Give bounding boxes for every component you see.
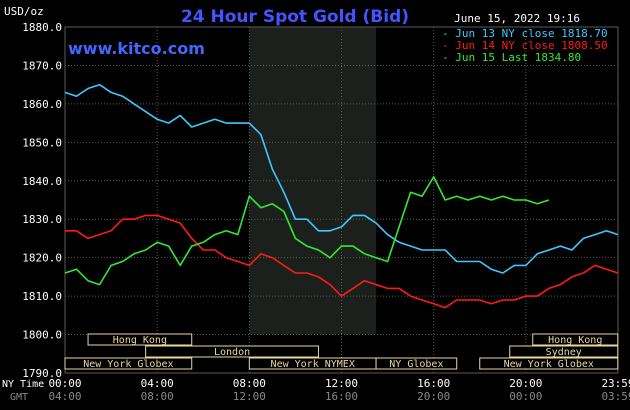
legend-entry: - Jun 13 NY close 1818.70 bbox=[442, 27, 608, 40]
kitco-watermark: www.kitco.com bbox=[68, 39, 205, 58]
session-label: Sydney bbox=[546, 347, 582, 358]
x-tick-label-gmt: 08:00 bbox=[141, 390, 174, 403]
y-tick-label: 1800.0 bbox=[22, 329, 62, 342]
session-bar bbox=[509, 345, 619, 358]
plot-frame bbox=[64, 26, 619, 374]
x-tick-label-gmt: 12:00 bbox=[233, 390, 266, 403]
series-line-1 bbox=[64, 83, 619, 274]
session-bar bbox=[64, 357, 193, 370]
session-label: Hong Kong bbox=[548, 335, 602, 346]
y-tick-label: 1870.0 bbox=[22, 59, 62, 72]
series-line-2 bbox=[65, 214, 619, 309]
session-label: New York NYMEX bbox=[271, 359, 355, 370]
x-tick-label-gmt: 16:00 bbox=[325, 390, 358, 403]
x-tick-label-gmt: 00:00 bbox=[509, 390, 542, 403]
x-tick-label-ny: 20:00 bbox=[509, 377, 542, 390]
x-tick-label-gmt: 20:00 bbox=[417, 390, 450, 403]
y-tick-label: 1820.0 bbox=[22, 252, 62, 265]
shaded-session-region bbox=[249, 27, 377, 335]
x-tick-label-ny: 16:00 bbox=[417, 377, 450, 390]
series-line-3 bbox=[64, 176, 550, 286]
x-tick-label-ny: 12:00 bbox=[325, 377, 358, 390]
x-axis-ny-label: NY Time bbox=[2, 379, 44, 390]
session-label: New York Globex bbox=[83, 359, 173, 370]
x-tick-label-gmt: 03:59 bbox=[601, 390, 630, 403]
x-tick-label-ny: 23:59 bbox=[601, 377, 630, 390]
legend-entry: - Jun 15 Last 1834.80 bbox=[442, 51, 581, 64]
session-bar bbox=[532, 333, 619, 346]
session-label: New York Globex bbox=[504, 359, 594, 370]
session-label: London bbox=[214, 347, 250, 358]
x-tick-label-ny: 00:00 bbox=[48, 377, 81, 390]
x-tick-label-gmt: 04:00 bbox=[48, 390, 81, 403]
y-tick-label: 1860.0 bbox=[22, 98, 62, 111]
y-axis-label: USD/oz bbox=[4, 5, 44, 18]
y-tick-label: 1850.0 bbox=[22, 136, 62, 149]
chart-timestamp: June 15, 2022 19:16 bbox=[454, 12, 580, 25]
y-tick-label: 1880.0 bbox=[22, 21, 62, 34]
y-tick-label: 1810.0 bbox=[22, 290, 62, 303]
session-bar bbox=[479, 357, 619, 370]
session-bar bbox=[87, 333, 193, 346]
session-label: Hong Kong bbox=[113, 335, 167, 346]
chart-title: 24 Hour Spot Gold (Bid) bbox=[181, 7, 409, 27]
y-tick-label: 1830.0 bbox=[22, 213, 62, 226]
y-tick-label: 1840.0 bbox=[22, 175, 62, 188]
session-bar bbox=[375, 357, 458, 370]
legend-entry: - Jun 14 NY close 1808.50 bbox=[442, 39, 608, 52]
session-bar bbox=[145, 345, 319, 358]
session-label: NY Globex bbox=[389, 359, 443, 370]
x-axis-gmt-label: GMT bbox=[10, 392, 28, 403]
x-tick-label-ny: 04:00 bbox=[141, 377, 174, 390]
x-tick-label-ny: 08:00 bbox=[233, 377, 266, 390]
y-tick-label: 1790.0 bbox=[22, 367, 62, 380]
